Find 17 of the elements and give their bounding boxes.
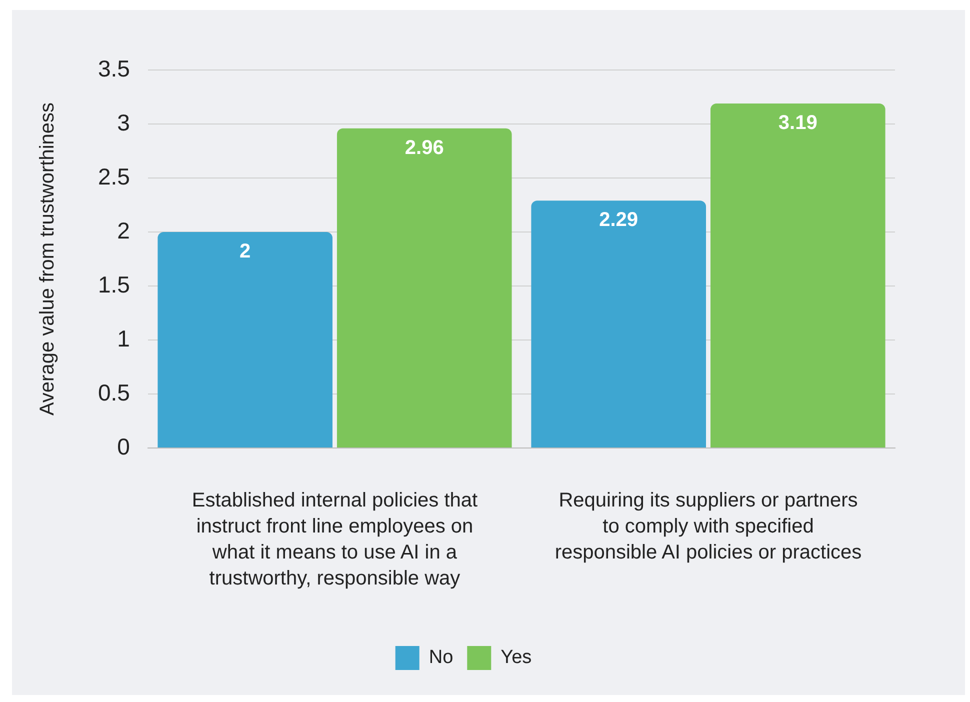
legend-label: Yes: [500, 647, 532, 668]
data-label: 2.29: [599, 209, 638, 232]
y-tick-label: 2: [117, 217, 130, 244]
y-tick-label: 3.5: [98, 55, 130, 82]
y-axis-title: Average value from trustworthiness: [36, 102, 59, 416]
data-label: 3.19: [778, 112, 818, 134]
y-tick-label: 2.5: [98, 163, 130, 190]
y-tick-label: 0: [117, 433, 130, 460]
data-label: 2.96: [404, 136, 444, 159]
y-tick-label: 3: [117, 109, 130, 136]
x-tick-label: Requiring its suppliers or partners to comply with specified responsible AI policies or practices: [554, 490, 862, 564]
legend-label: No: [428, 647, 454, 668]
y-tick-label: 1.5: [98, 271, 130, 298]
y-tick-label: 1: [117, 325, 130, 352]
data-label: 2: [240, 240, 251, 263]
y-tick-label: 0.5: [98, 379, 130, 406]
x-tick-label: Established internal policies that instruct front line employees on what it means to use AI in a trustworthy, responsible way: [192, 490, 478, 590]
